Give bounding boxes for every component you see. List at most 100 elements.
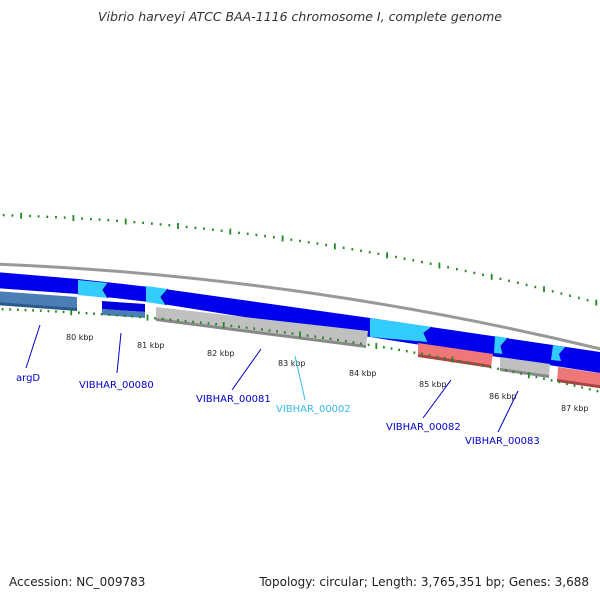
scale-tick: [230, 324, 233, 328]
gc-skew-mark: [116, 219, 118, 222]
feature-vibhar-00083-shadow: [500, 368, 549, 378]
scale-tick: [207, 322, 210, 325]
feature-vibhar-00080-top[interactable]: [102, 301, 145, 312]
tick-label-84: 84 kbp: [349, 369, 377, 378]
gene-labels: argD VIBHAR_00080 VIBHAR_00081 VIBHAR_00…: [16, 373, 540, 447]
gc-skew-mark: [578, 296, 580, 300]
gc-skew-mark: [316, 242, 319, 245]
scale-tick: [337, 338, 339, 342]
scale-tick: [413, 351, 416, 354]
scale-tick: [573, 384, 576, 387]
scale-tick: [78, 311, 80, 314]
gc-skew-mark: [264, 234, 266, 238]
scale-tick: [47, 309, 50, 313]
cds-segment-1[interactable]: [78, 280, 108, 298]
backbone-outer: [0, 262, 600, 351]
scale-tick: [238, 325, 240, 328]
gc-skew-mark: [438, 262, 441, 269]
scale-tick: [596, 389, 599, 393]
gene-label-vibhar-00080[interactable]: VIBHAR_00080: [79, 380, 154, 391]
gc-skew-mark: [168, 224, 171, 227]
scale-tick: [505, 369, 507, 372]
scale-tick: [451, 356, 454, 363]
scale-tick: [535, 375, 538, 379]
gc-skew-mark: [299, 239, 301, 243]
scale-tick: [123, 314, 126, 317]
scale-tick: [177, 319, 179, 322]
leader-vibhar-00002: [294, 355, 306, 401]
scale-tick: [299, 331, 301, 338]
feature-vibhar-00083[interactable]: [500, 357, 550, 377]
scale-tick: [482, 364, 484, 367]
leader-vibhar-00082: [422, 379, 452, 419]
gc-skew-mark: [543, 286, 545, 293]
gc-skew-mark: [220, 229, 223, 232]
scale-labels: 80 kbp 81 kbp 82 kbp 83 kbp 84 kbp 85 kb…: [66, 333, 589, 413]
gc-skew-mark: [281, 235, 284, 242]
feature-vibhar-00082[interactable]: [418, 343, 493, 367]
scale-tick: [116, 314, 118, 317]
scale-tick: [215, 323, 217, 326]
gene-label-vibhar-00002[interactable]: VIBHAR_00002: [276, 404, 351, 415]
scale-tick: [276, 330, 278, 333]
feature-vibhar-00082-shadow: [418, 354, 491, 368]
feature-vibhar-00080[interactable]: [102, 309, 145, 318]
scale-tick: [222, 322, 225, 328]
gc-skew-mark: [551, 290, 554, 293]
tick-label-82: 82 kbp: [207, 349, 235, 358]
gc-skew-mark: [194, 226, 197, 229]
scale-tick: [62, 310, 65, 314]
gc-skew-mark: [325, 243, 327, 247]
gc-skew-mark: [508, 279, 510, 282]
gc-skew-mark: [421, 260, 423, 264]
gc-skew-mark: [177, 223, 179, 229]
gc-skew-mark: [517, 281, 519, 284]
tick-label-87: 87 kbp: [561, 404, 589, 413]
gc-skew-mark: [569, 294, 571, 297]
gc-skew-mark: [560, 292, 563, 295]
scale-tick: [360, 342, 362, 345]
map-title: Vibrio harveyi ATCC BAA-1116 chromosome …: [98, 9, 502, 24]
cds-segment-5[interactable]: [551, 345, 565, 361]
leader-vibhar-00083: [497, 390, 519, 433]
cds-segment-3[interactable]: [370, 318, 432, 342]
scale-tick: [497, 367, 500, 370]
gene-label-vibhar-00081[interactable]: VIBHAR_00081: [196, 394, 271, 405]
scale-tick: [367, 343, 370, 346]
scale-tick: [314, 335, 317, 338]
scale-tick: [566, 382, 568, 386]
gc-skew-mark: [46, 215, 49, 218]
scale-tick: [146, 314, 149, 321]
scale-tick: [489, 366, 492, 369]
gc-skew-mark: [107, 219, 110, 222]
gc-skew-mark: [255, 233, 258, 237]
scale-tick: [550, 379, 553, 382]
gc-skew-mark: [29, 214, 31, 218]
scale-tick: [17, 308, 19, 311]
scale-tick: [268, 329, 271, 332]
gene-label-argD[interactable]: argD: [16, 373, 40, 384]
scale-tick: [558, 380, 561, 384]
cds-segment-4[interactable]: [494, 336, 508, 354]
gc-skew-mark: [368, 251, 371, 254]
scale-tick: [436, 355, 439, 358]
scale-tick: [527, 372, 530, 379]
feature-argD-shadow: [0, 302, 77, 311]
scale-tick: [253, 327, 256, 330]
gc-skew-mark: [246, 232, 249, 235]
gene-label-vibhar-00083[interactable]: VIBHAR_00083: [465, 436, 540, 447]
gc-skew-mark: [98, 218, 101, 221]
tick-label-80: 80 kbp: [66, 333, 94, 342]
gc-skew-mark: [203, 227, 205, 230]
cds-arrow-3: [423, 326, 433, 343]
cds-arrow-4: [500, 337, 509, 355]
scale-tick: [283, 331, 286, 334]
gc-skew-mark: [482, 273, 484, 276]
scale-tick: [466, 361, 469, 364]
gc-skew-mark: [456, 268, 458, 271]
tick-label-81: 81 kbp: [137, 341, 165, 350]
gc-skew-mark: [473, 271, 476, 275]
gene-label-vibhar-00082[interactable]: VIBHAR_00082: [386, 422, 461, 433]
gc-skew-mark: [429, 262, 432, 265]
